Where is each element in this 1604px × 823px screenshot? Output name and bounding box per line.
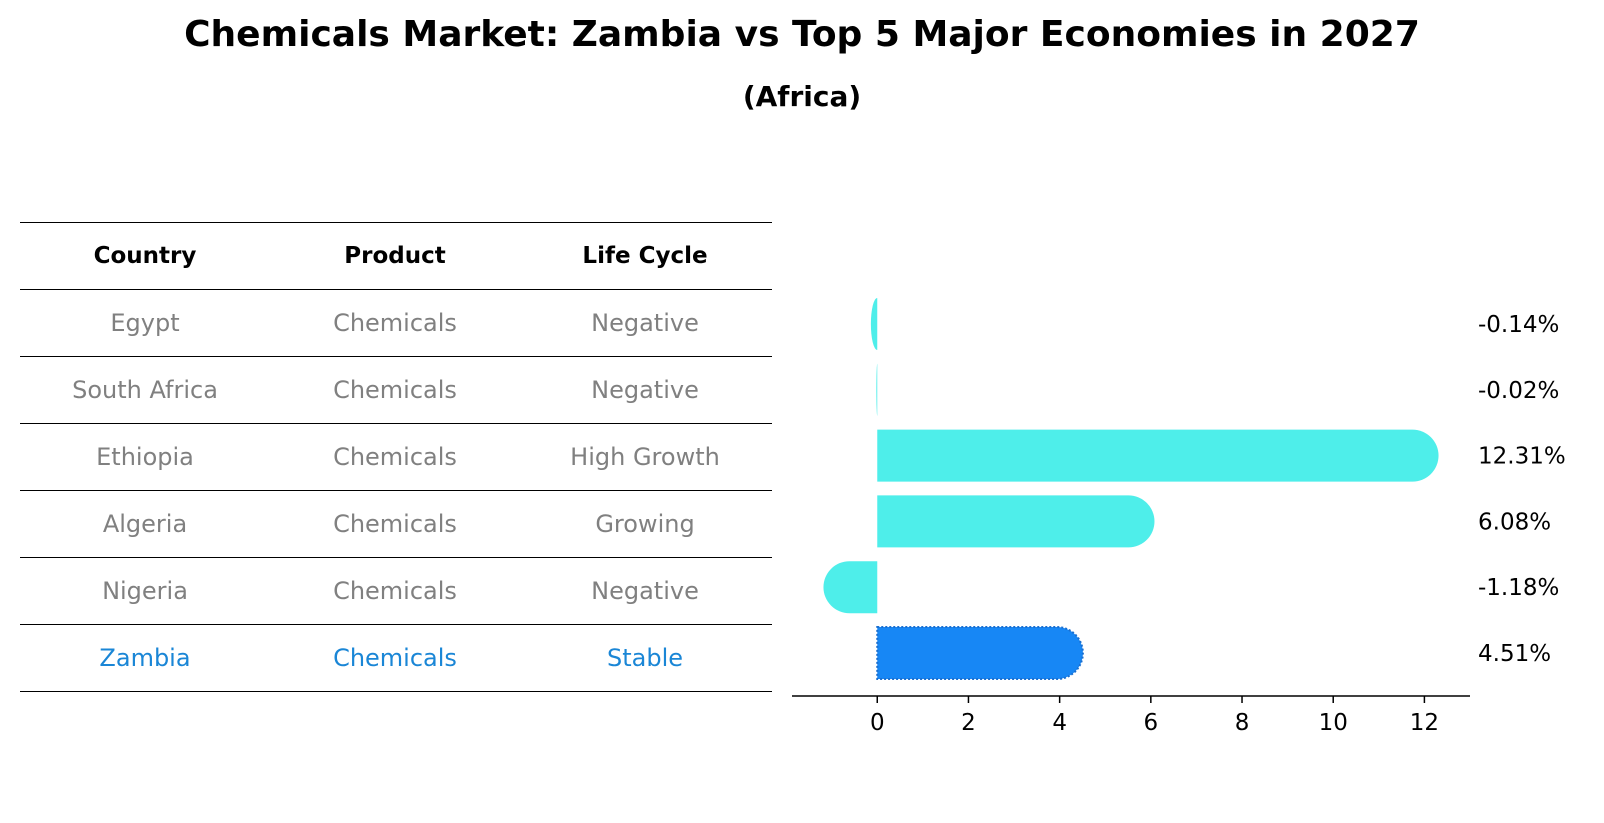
header-product: Product xyxy=(344,243,446,269)
table-header-row: Country Product Life Cycle xyxy=(20,222,772,290)
chart-title: Chemicals Market: Zambia vs Top 5 Major … xyxy=(184,14,1420,55)
cell-product: Chemicals xyxy=(333,309,457,337)
bar-value-label: 6.08% xyxy=(1478,509,1551,535)
cell-product: Chemicals xyxy=(333,443,457,471)
cell-life-cycle: High Growth xyxy=(570,443,720,471)
cell-product: Chemicals xyxy=(333,510,457,538)
x-tick-label: 0 xyxy=(870,710,885,736)
bar xyxy=(876,363,878,416)
cell-life-cycle: Stable xyxy=(606,644,684,672)
bar-value-label: -0.02% xyxy=(1478,378,1559,404)
table-row: Ethiopia Chemicals High Growth xyxy=(20,424,772,491)
cell-country: South Africa xyxy=(72,376,218,404)
cell-product: Chemicals xyxy=(333,577,457,605)
bar-value-label: -0.14% xyxy=(1478,312,1559,338)
x-tick-label: 8 xyxy=(1235,710,1250,736)
bar-highlight-outline xyxy=(876,626,1084,680)
bar-value-label: 4.51% xyxy=(1478,641,1551,667)
x-tick-label: 4 xyxy=(1052,710,1067,736)
cell-country: Nigeria xyxy=(102,577,188,605)
bar-value-label: 12.31% xyxy=(1478,444,1566,470)
x-tick-label: 10 xyxy=(1319,710,1348,736)
header-country: Country xyxy=(93,243,197,269)
cell-country: Algeria xyxy=(102,510,188,538)
chart-subtitle: (Africa) xyxy=(742,80,862,113)
bar xyxy=(823,561,878,614)
cell-country: Ethiopia xyxy=(96,443,194,471)
bar-value-label: -1.18% xyxy=(1478,575,1559,601)
bar xyxy=(877,429,1439,482)
x-tick-label: 12 xyxy=(1410,710,1439,736)
cell-life-cycle: Negative xyxy=(591,309,699,337)
cell-life-cycle: Negative xyxy=(591,577,699,605)
cell-country: Zambia xyxy=(99,644,191,672)
header-life-cycle: Life Cycle xyxy=(582,243,708,269)
cell-life-cycle: Negative xyxy=(591,376,699,404)
cell-product: Chemicals xyxy=(333,644,457,672)
cell-life-cycle: Growing xyxy=(595,510,695,538)
x-tick-label: 6 xyxy=(1144,710,1159,736)
table-row: Zambia Chemicals Stable xyxy=(20,625,772,692)
table-row: South Africa Chemicals Negative xyxy=(20,357,772,424)
x-tick-label: 2 xyxy=(961,710,976,736)
table-row: Nigeria Chemicals Negative xyxy=(20,558,772,625)
cell-country: Egypt xyxy=(110,309,180,337)
table-row: Egypt Chemicals Negative xyxy=(20,290,772,357)
bar xyxy=(870,298,878,350)
bar-highlight xyxy=(877,627,1083,679)
table-row: Algeria Chemicals Growing xyxy=(20,491,772,558)
bar xyxy=(877,495,1155,548)
data-table: Country Product Life Cycle Egypt Chemica… xyxy=(20,222,772,692)
cell-product: Chemicals xyxy=(333,376,457,404)
